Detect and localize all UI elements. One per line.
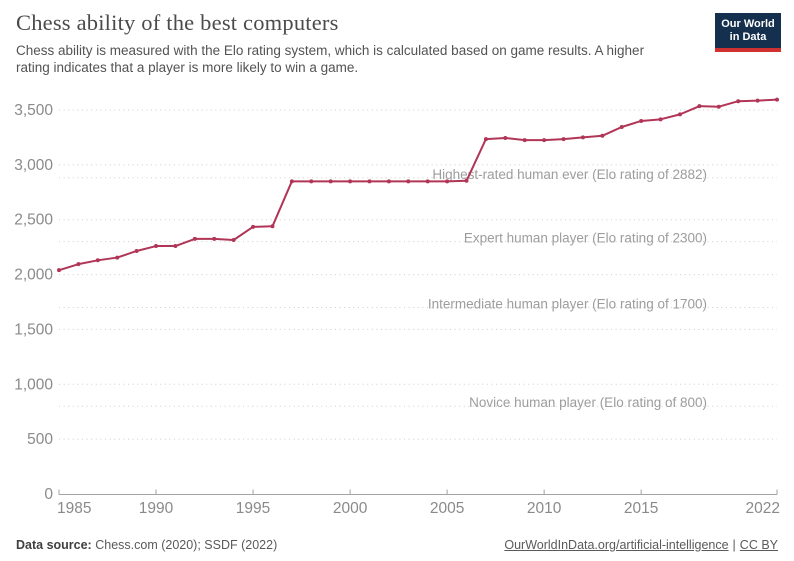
svg-text:Intermediate human player (Elo: Intermediate human player (Elo rating of… (428, 296, 707, 311)
owid-logo-line2: in Data (729, 31, 767, 44)
footer-separator: | (732, 538, 736, 552)
owid-logo: Our World in Data (715, 13, 781, 53)
svg-text:1990: 1990 (139, 500, 174, 517)
license-link[interactable]: CC BY (739, 538, 778, 552)
footer-links: OurWorldInData.org/artificial-intelligen… (504, 538, 778, 552)
page-title: Chess ability of the best computers (16, 10, 339, 35)
svg-text:2,000: 2,000 (14, 267, 53, 284)
svg-text:3,500: 3,500 (14, 102, 53, 119)
owid-logo-line1: Our World (721, 18, 775, 30)
svg-text:500: 500 (27, 431, 53, 448)
svg-text:0: 0 (44, 486, 53, 503)
svg-text:2022: 2022 (746, 500, 780, 517)
chart-subtitle: Chess ability is measured with the Elo r… (16, 43, 645, 75)
svg-text:2000: 2000 (333, 500, 368, 517)
svg-text:1,500: 1,500 (14, 321, 53, 338)
svg-text:2005: 2005 (430, 500, 464, 517)
svg-text:2,500: 2,500 (14, 212, 53, 229)
svg-text:1,000: 1,000 (14, 376, 53, 393)
svg-text:1985: 1985 (57, 500, 91, 517)
data-source-label: Data source: (16, 538, 92, 552)
svg-text:1995: 1995 (236, 500, 270, 517)
data-source: Data source: Chess.com (2020); SSDF (202… (16, 538, 277, 552)
svg-text:Novice human player (Elo ratin: Novice human player (Elo rating of 800) (469, 395, 707, 410)
owid-article-link[interactable]: OurWorldInData.org/artificial-intelligen… (504, 538, 729, 552)
data-source-value: Chess.com (2020); SSDF (2022) (95, 538, 278, 552)
svg-text:Expert human player (Elo ratin: Expert human player (Elo rating of 2300) (464, 231, 707, 246)
svg-text:Highest-rated human ever (Elo: Highest-rated human ever (Elo rating of … (432, 167, 707, 182)
svg-text:2015: 2015 (624, 500, 658, 517)
chart-footer: Data source: Chess.com (2020); SSDF (202… (16, 538, 778, 552)
chart-header: Chess ability of the best computers Ches… (16, 10, 781, 76)
svg-text:3,000: 3,000 (14, 157, 53, 174)
svg-text:2010: 2010 (527, 500, 562, 517)
